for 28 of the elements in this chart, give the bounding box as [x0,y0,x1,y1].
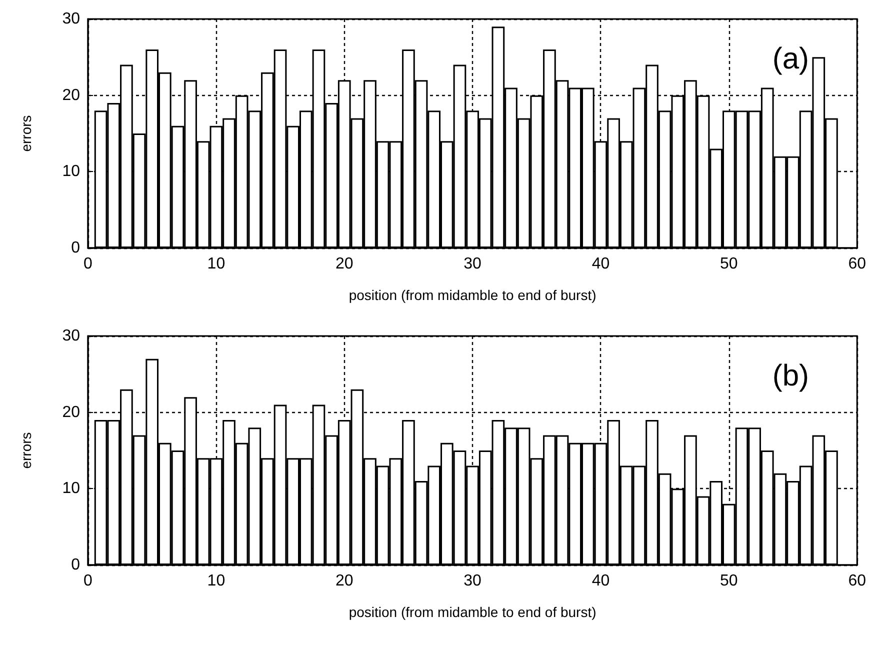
x-tick-label: 40 [592,572,610,590]
x-tick-label: 0 [84,572,93,590]
x-tick-label: 50 [720,256,738,272]
x-axis-title: position (from midamble to end of burst) [348,604,596,620]
y-axis-title: errors [18,432,34,469]
y-tick-label: 20 [62,86,80,104]
x-tick-label: 0 [84,256,93,272]
x-tick-label: 20 [335,572,354,590]
annotation: (b) [772,360,810,392]
y-tick-label: 0 [71,240,80,256]
y-tick-label: 30 [62,328,80,344]
x-tick-label: 20 [335,256,354,272]
y-tick-label: 0 [71,556,80,574]
x-tick-label: 10 [207,256,226,272]
x-tick-label: 60 [848,572,866,590]
x-tick-label: 30 [464,256,482,272]
y-tick-label: 30 [62,10,80,28]
x-tick-label: 30 [464,572,482,590]
x-tick-label: 60 [848,256,866,272]
y-tick-label: 10 [62,163,80,180]
annotation: (a) [772,42,810,76]
x-tick-label: 50 [720,572,738,590]
x-axis-title: position (from midamble to end of burst) [348,287,596,303]
x-tick-label: 40 [592,256,610,272]
y-tick-label: 10 [62,480,80,498]
y-tick-label: 20 [62,404,80,421]
y-axis-title: errors [18,115,34,152]
x-tick-label: 10 [207,572,226,590]
